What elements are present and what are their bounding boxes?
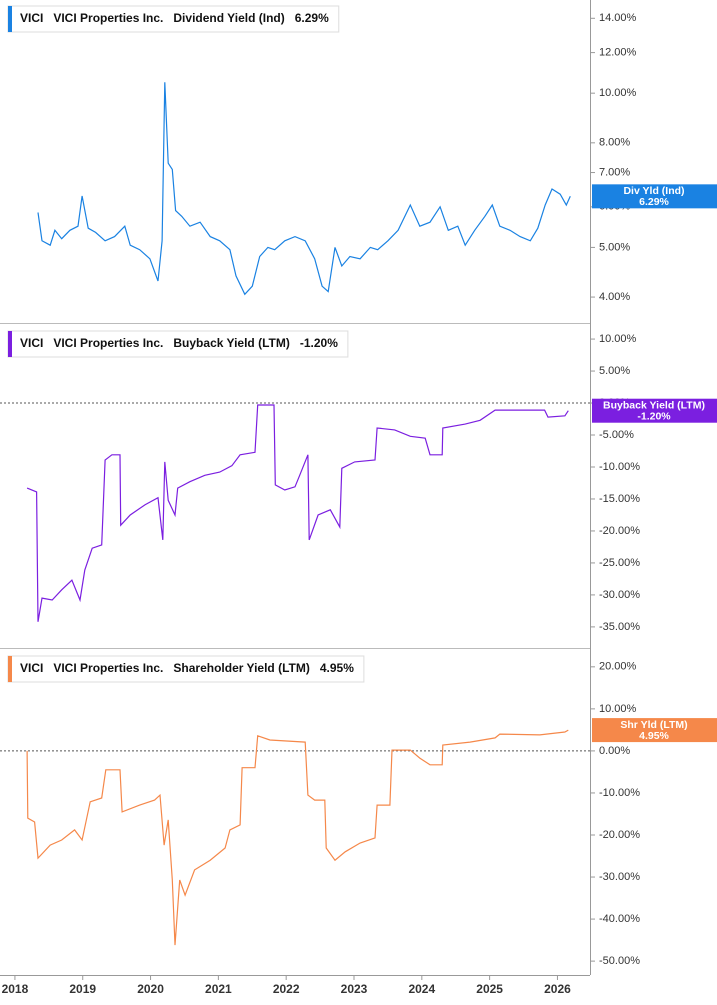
legend-box [7,5,340,33]
value-badge [592,398,717,423]
x-tick-label: 2022 [273,982,300,996]
legend-company: VICI Properties Inc. [53,336,163,350]
legend-swatch [8,6,12,32]
legend-title: Dividend Yield (Ind) [173,11,284,25]
data-line [26,729,569,946]
legend-last-value-label: 4.95% [320,661,354,675]
x-tick-label: 2024 [408,982,435,996]
y-tick-label: -5.00% [599,429,634,441]
y-tick-label: 5.00% [599,365,630,377]
y-tick-label: -20.00% [599,525,640,537]
badge-value: -1.20% [637,410,671,422]
legend-ticker: VICI [20,661,43,675]
y-tick-label: 4.00% [599,291,630,303]
y-tick-label: 5.00% [599,241,630,253]
legend-ticker: VICI [20,11,43,25]
y-tick-label: -10.00% [599,461,640,473]
y-tick-label: -50.00% [599,955,640,967]
badge-label: Shr Yld (LTM) [620,719,687,731]
y-tick-label: -30.00% [599,589,640,601]
y-tick-label: 10.00% [599,703,637,715]
legend-ticker: VICI [20,336,43,350]
y-tick-label: -40.00% [599,913,640,925]
legend-last-value-label: -1.20% [300,336,338,350]
legend-box [7,655,365,683]
y-tick-label: 14.00% [599,12,637,24]
y-tick-label: 10.00% [599,87,637,99]
y-tick-label: 12.00% [599,47,637,59]
badge-value: 4.95% [639,730,669,742]
x-tick-label: 2020 [137,982,164,996]
legend: VICI VICI Properties Inc. Shareholder Yiel… [7,655,365,683]
y-tick-label: 0.00% [599,745,630,757]
legend: VICI VICI Properties Inc. Dividend Yield (… [7,5,340,33]
data-line [26,404,569,622]
legend-swatch [8,656,12,682]
x-tick-label: 2021 [205,982,232,996]
legend-company: VICI Properties Inc. [53,661,163,675]
y-tick-label: 8.00% [599,137,630,149]
x-tick-label: 2019 [69,982,96,996]
y-tick-label: -10.00% [599,787,640,799]
y-tick-label: -30.00% [599,871,640,883]
y-tick-label: 10.00% [599,333,637,345]
y-tick-label: -15.00% [599,493,640,505]
badge-label: Div Yld (Ind) [623,185,684,197]
y-tick-label: -20.00% [599,829,640,841]
legend-last-value-label: 6.29% [295,11,329,25]
y-tick-label: 7.00% [599,166,630,178]
value-badge [592,184,717,209]
legend-box [7,330,349,358]
data-line [37,82,571,296]
value-badge [592,718,717,743]
y-tick-label: -35.00% [599,621,640,633]
badge-label: Buyback Yield (LTM) [603,399,705,411]
y-tick-label: 20.00% [599,661,637,673]
legend-title: Shareholder Yield (LTM) [173,661,309,675]
legend-title: Buyback Yield (LTM) [173,336,289,350]
x-tick-label: 2025 [476,982,503,996]
legend-company: VICI Properties Inc. [53,11,163,25]
legend-swatch [8,331,12,357]
x-tick-label: 2026 [544,982,571,996]
x-tick-label: 2023 [341,982,368,996]
y-tick-label: -25.00% [599,557,640,569]
badge-value: 6.29% [639,196,669,208]
x-tick-label: 2018 [2,982,29,996]
legend: VICI VICI Properties Inc. Buyback Yield (L… [7,330,349,358]
